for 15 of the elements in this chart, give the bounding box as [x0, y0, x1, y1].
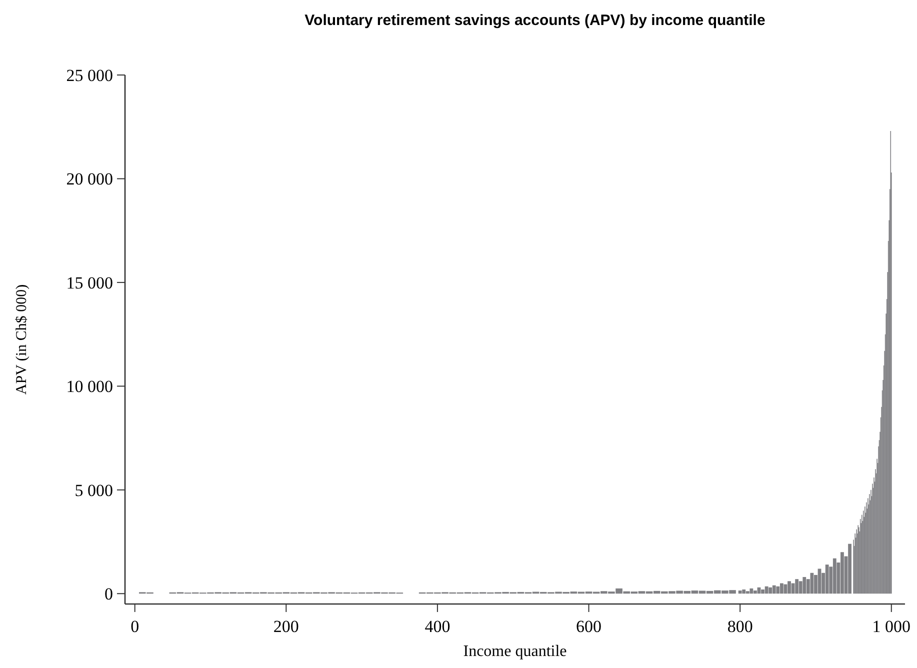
x-tick-label: 800 — [727, 617, 753, 636]
chart-title: Voluntary retirement savings accounts (APV) by income quantile — [304, 12, 766, 29]
y-tick-label: 10 000 — [66, 377, 113, 396]
x-tick-label: 400 — [424, 617, 450, 636]
y-tick-label: 20 000 — [66, 170, 113, 189]
x-tick-label: 200 — [273, 617, 299, 636]
y-axis-title: APV (in Ch$ 000) — [14, 284, 30, 395]
y-tick-label: 25 000 — [66, 66, 113, 85]
y-tick-label: 5 000 — [74, 480, 113, 500]
x-tick-label: 1 000 — [872, 617, 911, 636]
y-tick-label: 0 — [104, 584, 113, 604]
x-axis-title: Income quantile — [463, 643, 567, 660]
x-tick-label: 600 — [576, 617, 602, 636]
x-tick-label: 0 — [130, 617, 140, 636]
y-tick-label: 15 000 — [66, 273, 113, 292]
